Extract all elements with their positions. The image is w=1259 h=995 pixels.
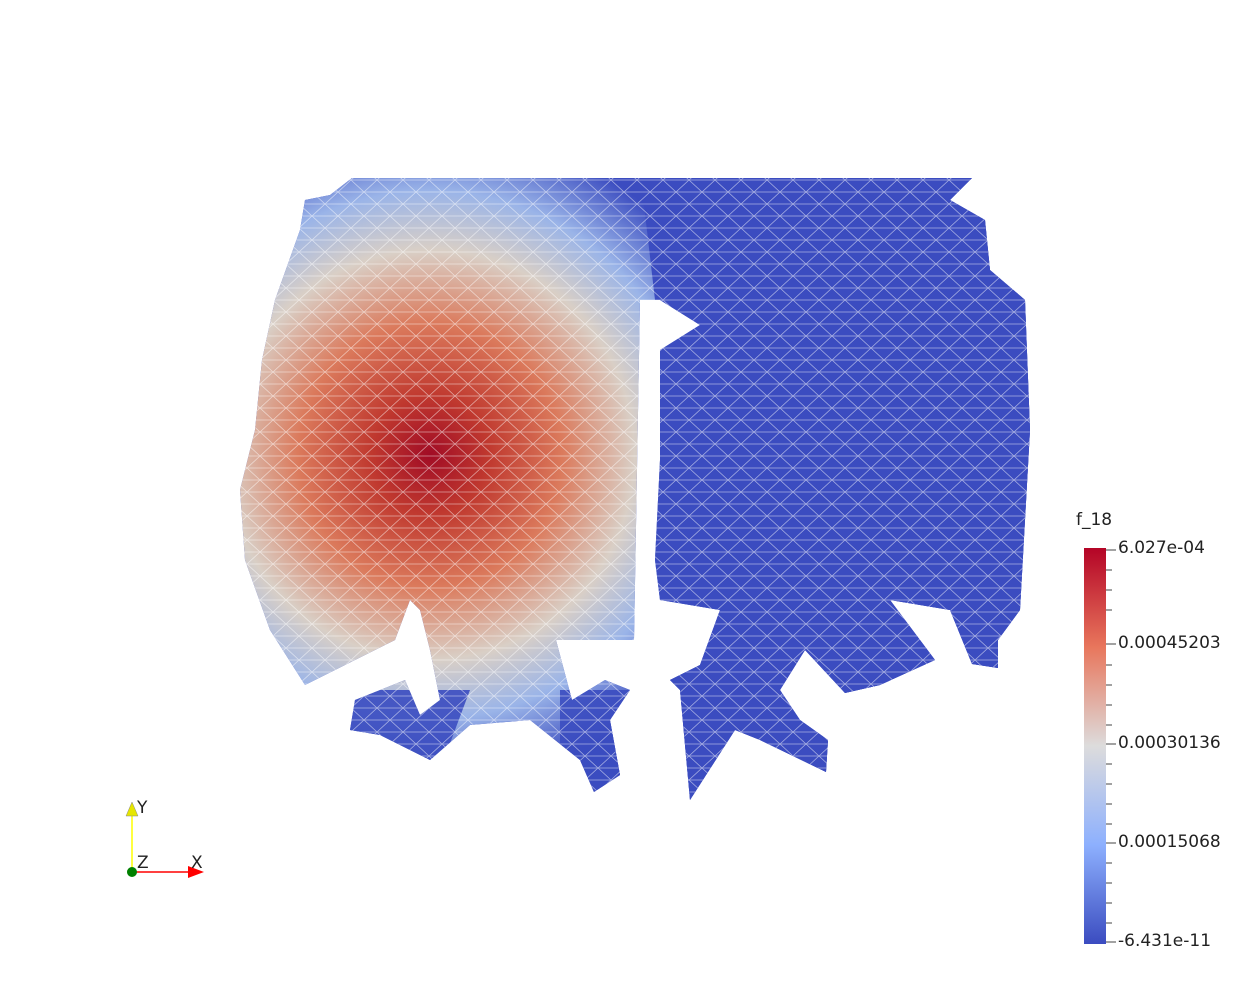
scalar-bar-label-max: 6.027e-04: [1118, 538, 1205, 558]
mesh-surface: [240, 178, 1030, 800]
z-axis-label: Z: [137, 853, 149, 873]
scalar-bar-title: f_18: [1076, 510, 1113, 530]
scalar-bar-label-3: 0.00030136: [1118, 733, 1221, 753]
scalar-bar: [1084, 548, 1116, 944]
scalar-bar-label-2: 0.00045203: [1118, 633, 1221, 653]
x-axis-arrow-icon: [188, 866, 204, 878]
y-axis-arrow-icon: [125, 801, 139, 817]
scalar-bar-ticks: [1106, 549, 1116, 943]
scalar-bar-label-min: -6.431e-11: [1118, 931, 1212, 951]
orientation-axes: [125, 801, 204, 878]
x-axis-label: X: [191, 853, 203, 873]
z-axis-dot-icon: [127, 867, 137, 877]
scalar-bar-label-4: 0.00015068: [1118, 832, 1221, 852]
y-axis-label: Y: [137, 798, 148, 818]
scalar-bar-gradient: [1084, 548, 1106, 944]
